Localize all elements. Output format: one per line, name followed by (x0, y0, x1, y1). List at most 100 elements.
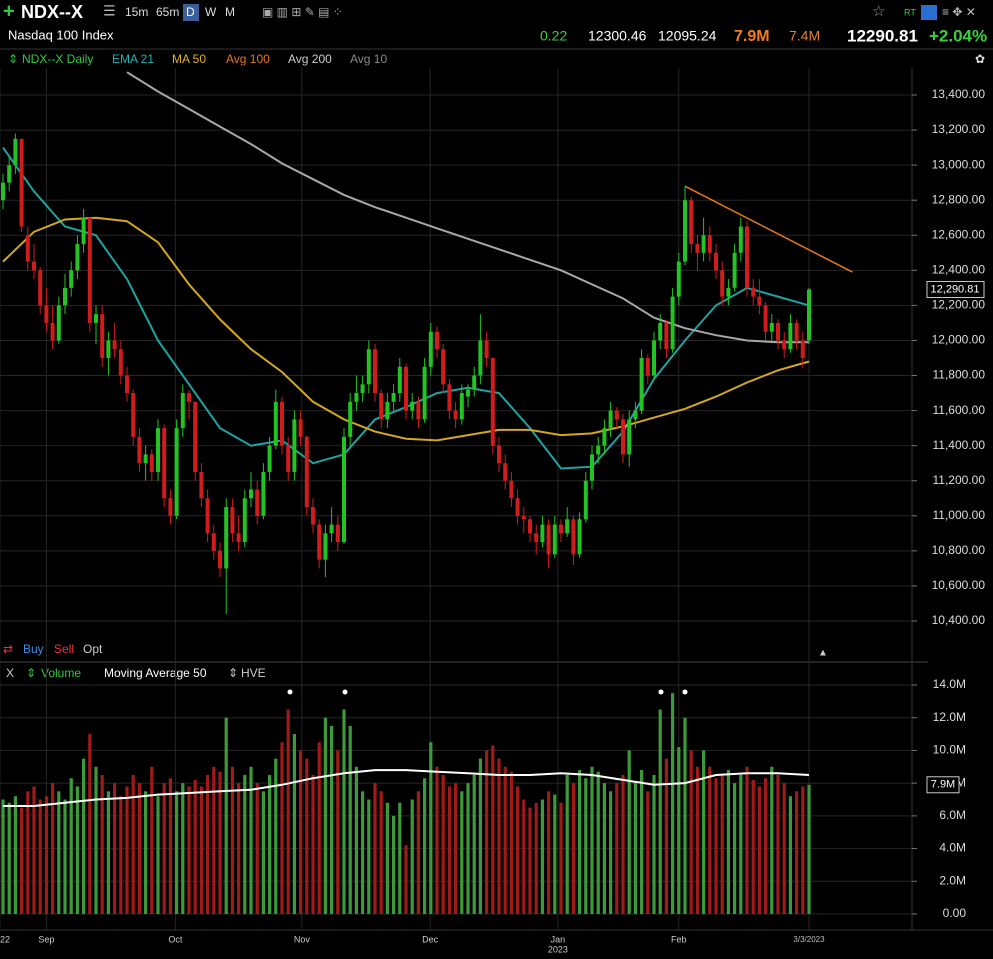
timeframe[interactable]: M (225, 5, 235, 19)
legend-item[interactable]: Avg 10 (350, 52, 387, 66)
candle-body (428, 331, 433, 367)
x-tick-label: 3/3/2023 (793, 935, 825, 944)
y-tick-label: 13,000.00 (932, 157, 986, 171)
volume-bar (354, 766, 358, 914)
candle-body (397, 366, 402, 394)
volume-bar (237, 783, 241, 914)
candle-body (639, 358, 644, 411)
candle-body (87, 217, 92, 323)
legend-item[interactable]: NDX--X Daily (22, 52, 93, 66)
volume-bar (466, 783, 470, 914)
volume-bar (689, 750, 693, 914)
legend-item[interactable]: Avg 200 (288, 52, 332, 66)
add-icon[interactable]: + (3, 0, 15, 22)
menu-icon[interactable]: ☰ (103, 3, 116, 19)
volume-bar (398, 802, 402, 914)
toolbar-icons[interactable]: ▣ ▥ ⊞ ✎ ▤ ⁘ (262, 5, 343, 19)
volume-bar (379, 791, 383, 914)
candle-body (633, 410, 638, 420)
legend-item[interactable]: Moving Average 50 (104, 666, 207, 680)
change: +2.04% (929, 26, 987, 45)
legend-item[interactable]: Volume (41, 666, 81, 680)
legend-item[interactable]: MA 50 (172, 52, 206, 66)
volume-bar (218, 771, 222, 914)
candle-body (540, 524, 545, 543)
volume-bar (584, 778, 588, 914)
candle-body (670, 296, 675, 350)
candle-body (726, 287, 731, 297)
timeframe[interactable]: 65m (156, 5, 179, 19)
candle-body (162, 428, 167, 499)
buy-button[interactable]: Buy (23, 642, 44, 656)
volume-tag (926, 776, 960, 794)
candle-body (453, 410, 458, 420)
candle-body (224, 507, 229, 569)
legend-item[interactable]: Avg 100 (226, 52, 270, 66)
candle-body (149, 454, 154, 472)
candle-body (94, 314, 98, 323)
collapse-icon[interactable]: ▲ (818, 648, 828, 659)
candle-body (106, 340, 111, 358)
volume-bar (795, 791, 799, 914)
volume-bar (69, 778, 73, 914)
candle-body (590, 454, 594, 481)
y-tick-label: 12,400.00 (932, 263, 986, 277)
legend-item[interactable]: HVE (241, 666, 266, 680)
s-icon[interactable] (921, 5, 937, 20)
candle-body (614, 410, 619, 420)
volume-bar (702, 750, 706, 914)
candle-body (236, 533, 241, 543)
symbol[interactable]: NDX--X (21, 2, 83, 22)
candle-body (230, 507, 235, 534)
volume-bar (392, 815, 396, 914)
candle-body (695, 244, 700, 253)
timeframe[interactable]: D (186, 5, 195, 19)
volume-bar (485, 750, 489, 914)
volume-bar (782, 783, 786, 914)
timeframe[interactable]: 15m (125, 5, 148, 19)
candle-body (335, 524, 340, 543)
y-tick-label: 11,400.00 (933, 438, 986, 452)
volume-bar (162, 783, 166, 914)
candle-body (143, 454, 148, 464)
y-tick-label: 12,000.00 (932, 333, 986, 347)
active-timeframe (183, 4, 199, 21)
candle-body (602, 428, 607, 446)
candle-body (131, 393, 136, 437)
candle-body (100, 314, 105, 358)
close-panel[interactable]: X (6, 666, 14, 680)
volume-bar (751, 779, 755, 914)
opt-button[interactable]: Opt (83, 642, 103, 656)
volume-bar (578, 770, 582, 914)
candle-body (292, 419, 297, 472)
candle-body (664, 322, 669, 350)
volume-bar (472, 774, 476, 914)
candle-body (441, 349, 446, 385)
candle-body (521, 515, 526, 520)
candle-body (69, 270, 74, 288)
volume-bar (726, 770, 730, 914)
candle-body (44, 305, 49, 323)
y-tick-label: 10.0M (933, 743, 966, 757)
candle-body (187, 393, 191, 402)
candle-body (391, 393, 396, 402)
candle-body (63, 287, 67, 306)
y-tick-label: 11,600.00 (933, 403, 986, 417)
settings-icon[interactable]: ≡ ✥ ✕ (942, 5, 976, 19)
candle-body (354, 393, 359, 402)
palette-icon[interactable]: ✿ (975, 52, 985, 66)
candle-body (255, 489, 260, 516)
volume-bar (540, 799, 544, 914)
y-tick-label: 10,800.00 (932, 543, 986, 557)
star-icon[interactable]: ☆ (872, 3, 885, 20)
timeframe[interactable]: W (205, 5, 217, 19)
candle-body (794, 322, 799, 341)
candle-body (25, 235, 30, 262)
x-tick-label: Oct (168, 934, 183, 944)
sell-button[interactable]: Sell (54, 642, 74, 656)
legend-item[interactable]: EMA 21 (112, 52, 154, 66)
volume-bar (509, 771, 513, 914)
candle-body (205, 498, 210, 534)
volume-bar (609, 791, 613, 914)
